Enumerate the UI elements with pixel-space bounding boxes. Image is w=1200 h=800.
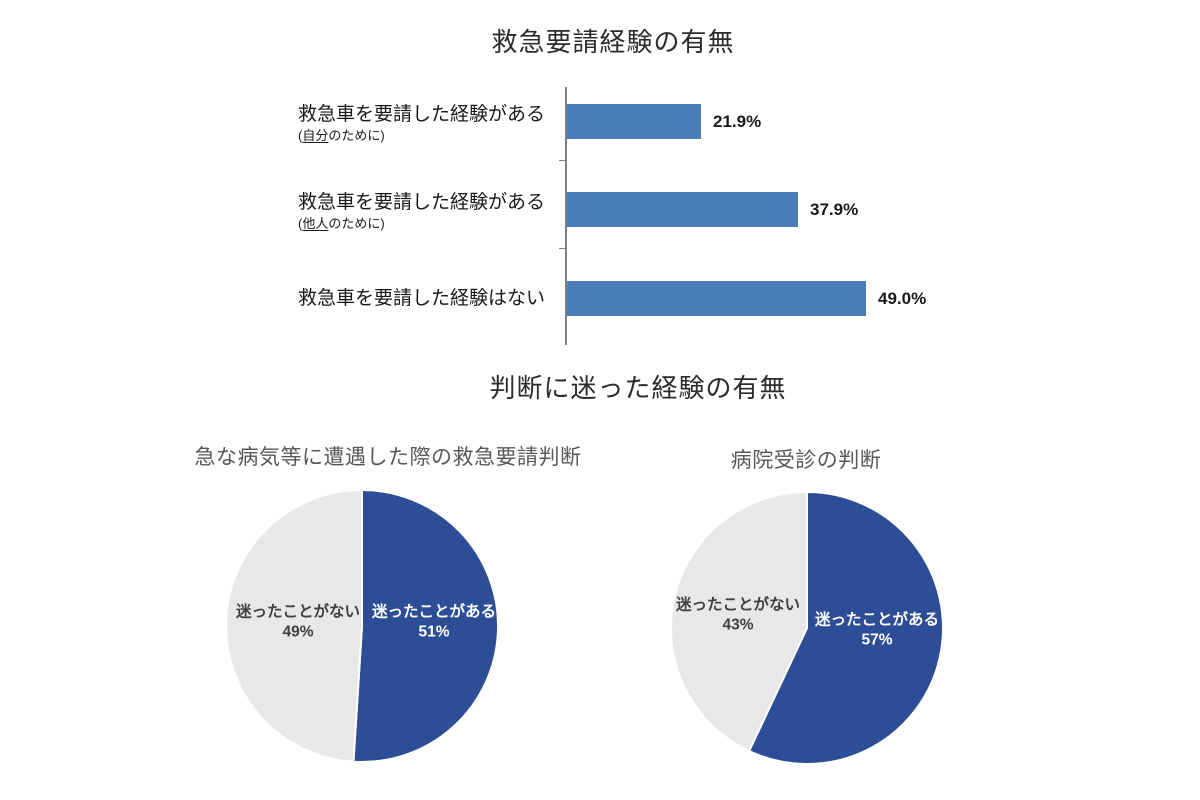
bar-chart-title: 救急要請経験の有無 (491, 27, 735, 57)
pie-right-title: 病院受診の判断 (730, 449, 882, 472)
pie-slice-label-yes: 迷ったことがある 57% (814, 611, 940, 649)
axis-tick (559, 160, 566, 161)
underlined-word: 他人 (302, 216, 329, 231)
bar-value-label: 21.9% (713, 112, 762, 131)
pie-section-title: 判断に迷った経験の有無 (489, 373, 787, 403)
bar-category-label: 救急車を要請した経験がある (他人のために) (298, 191, 545, 233)
pie-chart-emergency-call-judgement (225, 489, 500, 763)
bar-chart-axis-line (565, 87, 567, 345)
bar-value-label: 37.9% (810, 200, 859, 219)
underlined-word: 自分 (302, 128, 329, 143)
axis-tick (559, 248, 566, 249)
pie-slice-never-hesitated (225, 489, 363, 763)
pie-slice-label-no: 迷ったことがない 43% (675, 596, 801, 634)
pie-slice-label-yes: 迷ったことがある 51% (371, 603, 497, 641)
bar-category-sub-text: (他人のために) (297, 216, 385, 231)
bar-category-main-text: 救急車を要請した経験がある (297, 104, 545, 125)
bar-self-request (567, 104, 701, 139)
pie-slice-label-no: 迷ったことがない 49% (235, 603, 361, 641)
bar-value-label: 49.0% (878, 289, 927, 308)
pie-slice-has-hesitated (748, 491, 944, 765)
bar-category-label: 救急車を要請した経験がある (自分のために) (298, 103, 545, 145)
bar-category-main-text: 救急車を要請した経験がある (297, 192, 545, 213)
bar-no-request (567, 281, 866, 316)
pie-slice-has-hesitated (352, 489, 500, 763)
bar-other-request (567, 192, 798, 227)
pie-chart-hospital-visit-judgement (669, 491, 944, 765)
pie-slice-never-hesitated (669, 491, 808, 753)
bar-category-sub-text: (自分のために) (297, 128, 385, 143)
bar-category-main-text: 救急車を要請した経験はない (297, 288, 545, 309)
pie-left-title: 急な病気等に遭遇した際の救急要請判断 (194, 446, 582, 469)
bar-category-label: 救急車を要請した経験はない (298, 287, 545, 311)
